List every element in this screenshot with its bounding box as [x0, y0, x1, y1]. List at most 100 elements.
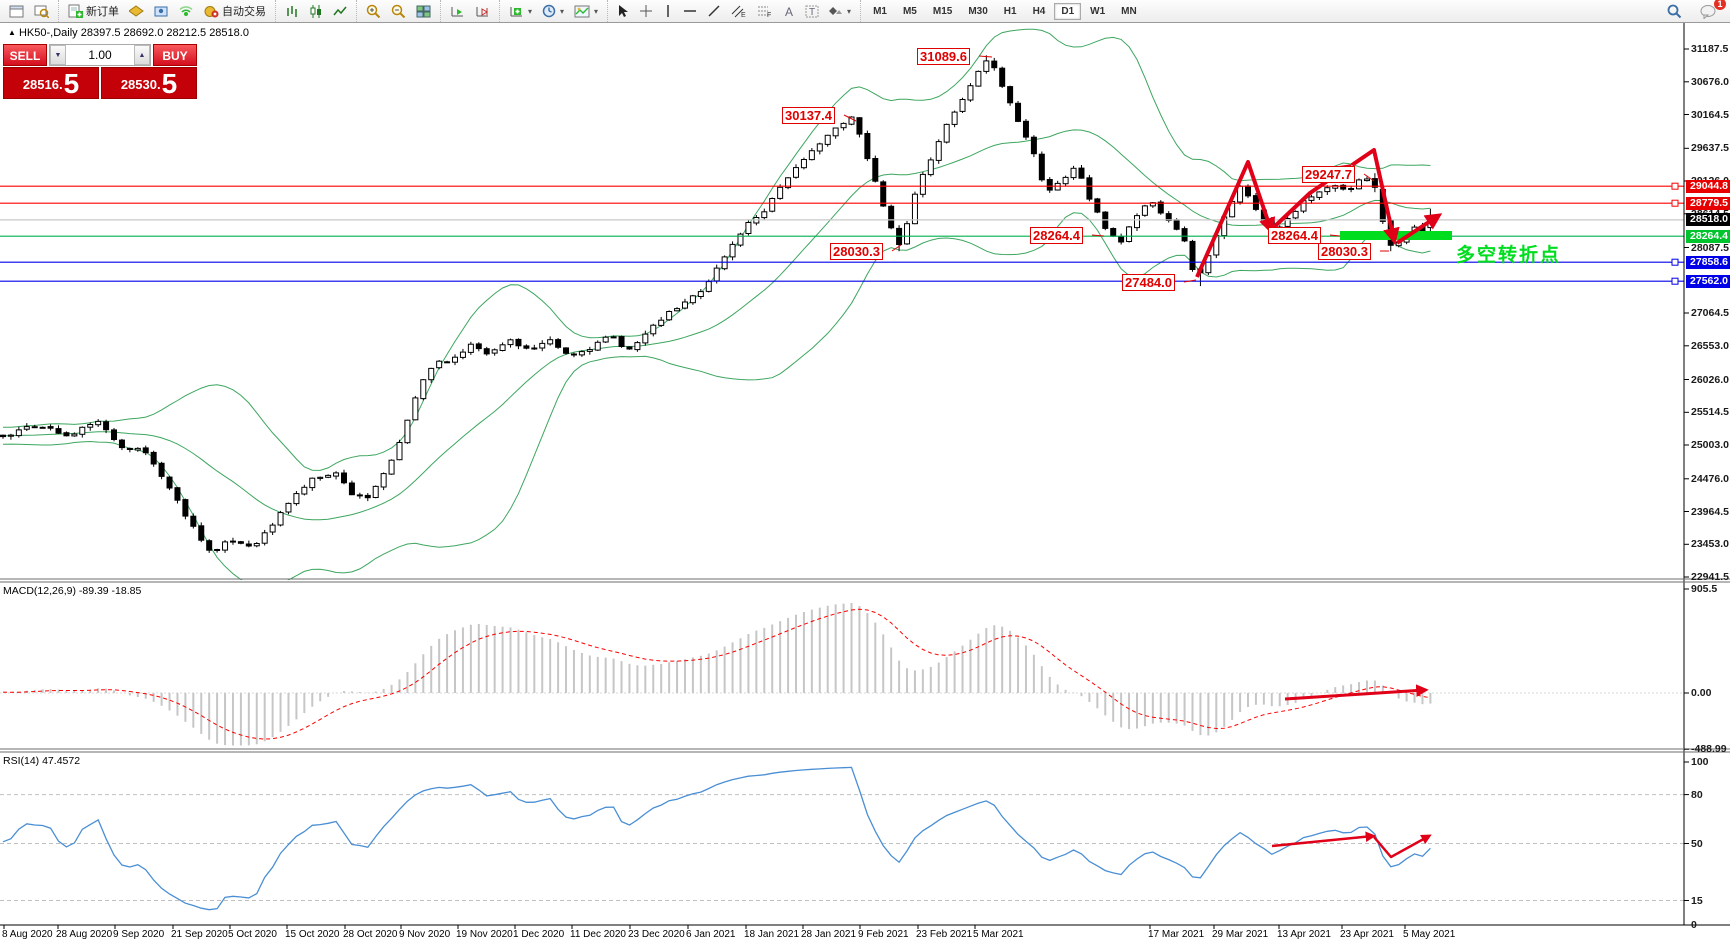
price-axis-tick[interactable]: 25514.5: [1691, 406, 1729, 419]
date-axis-label[interactable]: 5 Oct 2020: [228, 929, 277, 940]
turning-point-zone-bar[interactable]: [1340, 231, 1452, 240]
candlestick-chart-button[interactable]: [305, 1, 327, 22]
vertical-line-button[interactable]: [659, 1, 677, 22]
date-axis-label[interactable]: 23 Dec 2020: [628, 929, 685, 940]
indicators-add-button[interactable]: ▾: [505, 1, 536, 22]
price-axis-tick[interactable]: 26026.0: [1691, 373, 1729, 386]
periods-clock-button[interactable]: ▾: [538, 1, 568, 22]
rsi-scale-tick[interactable]: 15: [1691, 894, 1703, 907]
lot-decrease-button[interactable]: ▼: [50, 45, 66, 65]
date-axis-label[interactable]: 9 Sep 2020: [113, 929, 165, 940]
rsi-scale-tick[interactable]: 100: [1691, 756, 1709, 768]
date-axis-label[interactable]: 9 Nov 2020: [399, 929, 451, 940]
annotation-30137.4[interactable]: 30137.4: [782, 107, 835, 124]
price-axis-tick[interactable]: 30676.0: [1691, 75, 1729, 88]
price-axis-tick[interactable]: 25003.0: [1691, 439, 1729, 451]
shapes-dropdown-button[interactable]: ▾: [825, 1, 855, 22]
price-axis-tick[interactable]: 29637.5: [1691, 142, 1729, 155]
rsi-scale-tick[interactable]: 0: [1691, 919, 1697, 931]
price-axis-tick[interactable]: 23964.5: [1691, 505, 1729, 518]
sell-price-button[interactable]: 28516. 5: [3, 67, 99, 99]
timeframe-m30-button[interactable]: M30: [968, 5, 988, 17]
text-label-button[interactable]: T: [801, 1, 823, 22]
date-axis-label[interactable]: 6 Jan 2021: [686, 929, 736, 940]
date-axis-label[interactable]: 11 Dec 2020: [570, 929, 626, 940]
annotation-27484.0[interactable]: 27484.0: [1122, 274, 1175, 291]
date-axis-label[interactable]: 23 Feb 2021: [916, 929, 973, 940]
date-axis-label[interactable]: 23 Apr 2021: [1340, 929, 1394, 940]
rsi-scale-tick[interactable]: 50: [1691, 837, 1703, 850]
price-axis-tick[interactable]: 24476.0: [1691, 472, 1729, 485]
price-axis-tick[interactable]: 23453.0: [1691, 538, 1729, 551]
price-axis-tick[interactable]: 28087.5: [1691, 241, 1729, 254]
macd-scale-tick[interactable]: 905.5: [1691, 582, 1718, 595]
equidistant-channel-button[interactable]: E: [727, 1, 751, 22]
date-axis-label[interactable]: 5 May 2021: [1403, 929, 1456, 940]
crosshair-button[interactable]: [635, 1, 657, 22]
rsi-scale-tick[interactable]: 80: [1691, 788, 1703, 801]
horizontal-line-button[interactable]: [679, 1, 701, 22]
date-axis-label[interactable]: 5 Mar 2021: [973, 929, 1024, 940]
zoom-out-button[interactable]: [387, 1, 410, 22]
timeframe-m5-button[interactable]: M5: [902, 5, 917, 17]
timeframe-w1-button[interactable]: W1: [1090, 5, 1106, 17]
price-axis-tick[interactable]: 27064.5: [1691, 307, 1729, 319]
macd-pane[interactable]: [0, 603, 1684, 746]
date-axis-label[interactable]: 15 Oct 2020: [285, 929, 340, 940]
annotation-29247.7[interactable]: 29247.7: [1302, 166, 1355, 183]
timeframe-mn-button[interactable]: MN: [1121, 5, 1137, 17]
chart-profiles-button[interactable]: [30, 1, 53, 22]
line-chart-button[interactable]: [329, 1, 351, 22]
trend-arrow[interactable]: [1195, 160, 1276, 278]
timeframe-h4-button[interactable]: H4: [1032, 5, 1046, 17]
date-axis-label[interactable]: 29 Mar 2021: [1212, 929, 1269, 940]
buy-button[interactable]: BUY: [153, 44, 197, 66]
timeframe-h1-button[interactable]: H1: [1003, 5, 1017, 17]
cursor-button[interactable]: [613, 1, 633, 22]
date-axis-label[interactable]: 21 Sep 2020: [171, 929, 228, 940]
price-axis-tick[interactable]: 31187.5: [1691, 43, 1729, 55]
date-axis-label[interactable]: 13 Apr 2021: [1277, 929, 1331, 940]
date-axis-label[interactable]: 28 Jan 2021: [801, 929, 857, 940]
date-axis-label[interactable]: 28 Oct 2020: [343, 929, 398, 940]
price-axis-tick[interactable]: 26553.0: [1691, 339, 1729, 352]
notifications-button[interactable]: 1: [1696, 0, 1726, 22]
market-watch-icon[interactable]: [125, 1, 148, 22]
annotation-28030.3[interactable]: 28030.3: [830, 243, 883, 260]
auto-scroll-button[interactable]: [446, 1, 469, 22]
trend-arrow[interactable]: [1284, 684, 1429, 701]
signals-icon[interactable]: [175, 1, 198, 22]
trendline-button[interactable]: [703, 1, 725, 22]
lot-increase-button[interactable]: ▲: [134, 45, 150, 65]
text-button[interactable]: A: [779, 1, 799, 22]
chart-shift-button[interactable]: [471, 1, 494, 22]
timeframe-m15-button[interactable]: M15: [932, 5, 953, 17]
macd-scale-tick[interactable]: 0.00: [1691, 687, 1712, 699]
annotation-28264.4[interactable]: 28264.4: [1268, 227, 1321, 244]
date-axis-label[interactable]: 1 Dec 2020: [513, 929, 565, 940]
timeframe-d1-button[interactable]: D1: [1054, 2, 1082, 20]
buy-price-button[interactable]: 28530. 5: [101, 67, 197, 99]
lot-size-value[interactable]: 1.00: [88, 48, 112, 62]
timeframe-m1-button[interactable]: M1: [873, 5, 887, 17]
trend-arrow[interactable]: [1373, 834, 1432, 859]
date-axis-label[interactable]: 17 Mar 2021: [1148, 929, 1205, 940]
autotrading-button[interactable]: 自动交易: [200, 1, 270, 22]
annotation-28264.4[interactable]: 28264.4: [1030, 227, 1083, 244]
bar-chart-button[interactable]: [281, 1, 303, 22]
tile-windows-button[interactable]: [412, 1, 435, 22]
price-axis-tick[interactable]: 30164.5: [1691, 108, 1729, 121]
trend-arrow[interactable]: [1395, 213, 1443, 245]
date-axis-label[interactable]: 9 Feb 2021: [858, 929, 909, 940]
annotation-28030.3[interactable]: 28030.3: [1318, 243, 1371, 260]
new-order-button[interactable]: 新订单: [64, 1, 123, 22]
macd-scale-tick[interactable]: -488.99: [1691, 743, 1727, 756]
annotation-31089.6[interactable]: 31089.6: [917, 48, 970, 65]
price-axis-tick[interactable]: 22941.5: [1691, 571, 1729, 583]
date-axis-label[interactable]: 28 Aug 2020: [56, 929, 113, 940]
date-axis-label[interactable]: 8 Aug 2020: [2, 929, 53, 940]
zoom-in-button[interactable]: [362, 1, 385, 22]
fibonacci-button[interactable]: F: [753, 1, 777, 22]
sell-button[interactable]: SELL: [3, 44, 47, 66]
